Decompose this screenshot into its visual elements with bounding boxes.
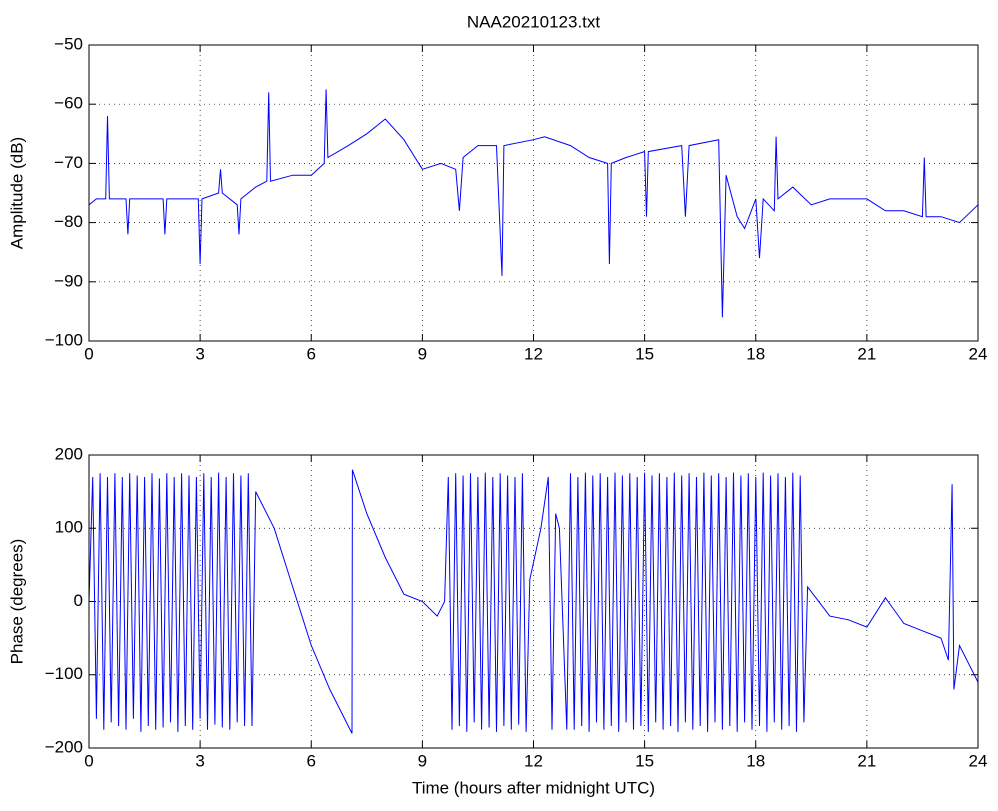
x-tick-label: 9	[418, 751, 427, 770]
x-tick-label: 15	[635, 751, 654, 770]
data-line	[88, 469, 979, 734]
y-axis-label: Phase (degrees)	[7, 539, 26, 665]
x-tick-label: 15	[635, 344, 654, 363]
x-tick-label: 21	[857, 344, 876, 363]
y-tick-label: −100	[45, 664, 83, 683]
plot-area	[89, 45, 978, 341]
x-tick-label: 3	[195, 344, 204, 363]
y-tick-label: 200	[55, 444, 83, 463]
x-tick-label: 24	[969, 344, 988, 363]
y-tick-label: −100	[45, 330, 83, 349]
x-tick-label: 6	[307, 751, 316, 770]
y-axis-label: Amplitude (dB)	[7, 137, 26, 249]
x-tick-label: 18	[746, 344, 765, 363]
y-tick-label: −90	[54, 271, 83, 290]
x-tick-label: 18	[746, 751, 765, 770]
x-tick-label: 6	[307, 344, 316, 363]
x-tick-label: 9	[418, 344, 427, 363]
x-tick-label: 12	[524, 344, 543, 363]
axes-frame	[88, 44, 979, 342]
y-tick-label: −70	[54, 153, 83, 172]
x-tick-label: 0	[84, 344, 93, 363]
x-tick-label: 21	[857, 751, 876, 770]
x-tick-label: 12	[524, 751, 543, 770]
y-tick-label: 100	[55, 518, 83, 537]
chart-title: NAA20210123.txt	[467, 12, 601, 31]
x-tick-label: 3	[195, 751, 204, 770]
y-tick-label: −200	[45, 737, 83, 756]
x-axis-label: Time (hours after midnight UTC)	[412, 778, 655, 797]
y-tick-label: −60	[54, 94, 83, 113]
y-tick-label: 0	[74, 591, 83, 610]
data-line	[88, 89, 979, 318]
x-tick-label: 0	[84, 751, 93, 770]
y-tick-label: −50	[54, 34, 83, 53]
axes-frame	[88, 454, 979, 749]
y-tick-label: −80	[54, 212, 83, 231]
x-tick-label: 24	[969, 751, 988, 770]
